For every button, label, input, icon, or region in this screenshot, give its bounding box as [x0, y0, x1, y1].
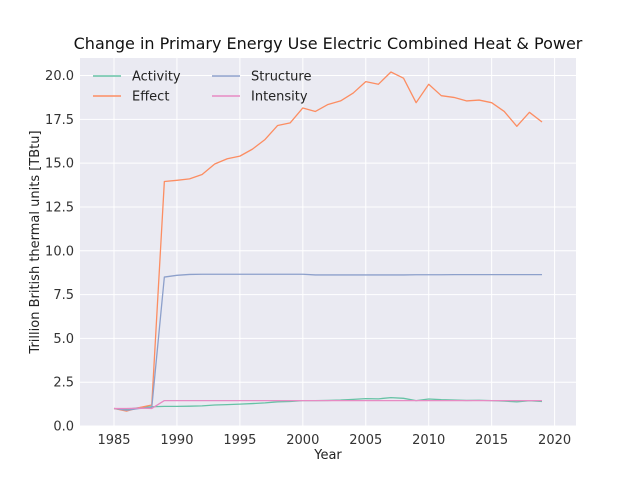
x-tick-label: 2015 [475, 433, 508, 448]
legend: Activity Effect Structure Intensity [93, 70, 311, 105]
y-tick-label: 10.0 [45, 244, 74, 259]
chart-title: Change in Primary Energy Use Electric Co… [74, 34, 583, 53]
x-tick-label: 2020 [538, 433, 571, 448]
y-tick-label: 15.0 [45, 157, 74, 172]
y-tick-label: 17.5 [45, 113, 74, 128]
x-axis-ticks: 1985 1990 1995 2000 2005 2010 2015 2020 [97, 433, 571, 448]
x-axis-label: Year [313, 448, 342, 463]
y-axis-label: Trillion British thermal units [TBtu] [28, 130, 43, 354]
legend-label: Structure [251, 70, 311, 85]
x-tick-label: 1985 [97, 433, 130, 448]
legend-label: Intensity [251, 90, 308, 105]
y-axis-ticks: 0.0 2.5 5.0 7.5 10.0 12.5 15.0 17.5 20.0 [45, 69, 74, 434]
legend-label: Effect [132, 90, 169, 105]
y-tick-label: 2.5 [53, 376, 74, 391]
y-tick-label: 5.0 [53, 332, 74, 347]
y-tick-label: 12.5 [45, 200, 74, 215]
series-line-intensity [113, 399, 543, 410]
y-tick-label: 7.5 [53, 288, 74, 303]
x-tick-label: 2005 [349, 433, 382, 448]
plot-area [80, 58, 576, 426]
x-tick-label: 1995 [223, 433, 256, 448]
y-tick-label: 20.0 [45, 69, 74, 84]
y-tick-label: 0.0 [53, 420, 74, 435]
series-lines [113, 71, 543, 412]
legend-label: Activity [132, 70, 181, 85]
series-line-structure [113, 273, 543, 411]
x-tick-label: 2010 [412, 433, 445, 448]
series-line-effect [113, 71, 543, 412]
x-tick-label: 1990 [160, 433, 193, 448]
x-tick-label: 2000 [286, 433, 319, 448]
